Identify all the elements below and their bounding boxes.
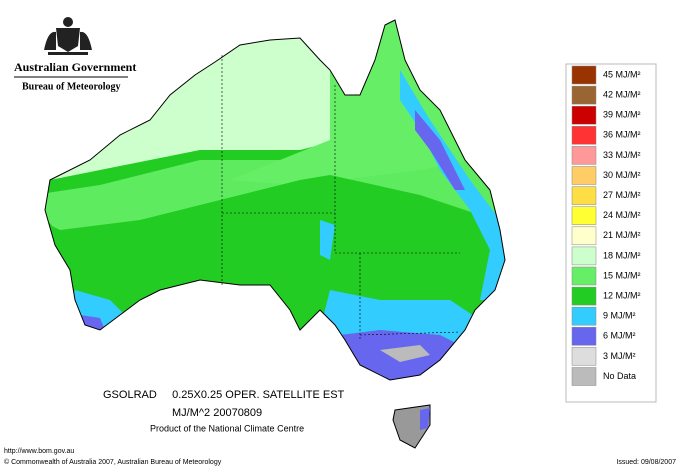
legend-label: 15 MJ/M² — [603, 270, 641, 280]
legend-swatch — [571, 186, 597, 205]
legend-swatch — [571, 85, 597, 105]
caption-line: GSOLRAD 0.25X0.25 OPER. SATELLITE EST — [103, 389, 345, 401]
state-borders — [221, 55, 461, 340]
legend-label: 45 MJ/M² — [603, 69, 641, 79]
coastline — [44, 19, 506, 381]
legend-label: 27 MJ/M² — [603, 190, 641, 200]
legend-label: 18 MJ/M² — [603, 250, 641, 260]
footer-copyright: © Commonwealth of Australia 2007, Austra… — [4, 458, 222, 466]
legend-swatch — [571, 206, 597, 225]
legend-swatch — [571, 327, 597, 346]
legend-label: 39 MJ/M² — [603, 110, 641, 120]
legend-swatch — [571, 246, 597, 266]
legend-label: 3 MJ/M² — [603, 351, 636, 361]
legend-label: No Data — [603, 371, 636, 381]
legend-swatch — [571, 266, 597, 286]
legend-swatch — [571, 166, 597, 185]
legend-swatch — [571, 226, 597, 246]
footer-url: http://www.bom.gov.au — [4, 448, 74, 455]
legend-swatch — [571, 347, 597, 366]
legend-swatch — [571, 126, 597, 145]
caption-line: MJ/M^2 20070809 — [172, 407, 262, 419]
caption-line: Product of the National Climate Centre — [150, 423, 304, 433]
legend-swatch — [571, 146, 597, 165]
legend-swatch — [571, 65, 597, 85]
legend-label: 12 MJ/M² — [603, 290, 641, 300]
header-subtitle: Bureau of Meteorology — [22, 81, 121, 92]
legend-label: 33 MJ/M² — [603, 150, 641, 160]
legend-swatch — [571, 367, 597, 386]
footer-issued: Issued: 09/08/2007 — [616, 459, 676, 466]
header-title: Australian Government — [14, 60, 136, 74]
legend-label: 21 MJ/M² — [603, 230, 641, 240]
legend-label: 30 MJ/M² — [603, 170, 641, 180]
legend-label: 24 MJ/M² — [603, 210, 641, 220]
legend-swatch — [571, 286, 597, 306]
legend-label: 36 MJ/M² — [603, 130, 641, 140]
legend-swatch — [571, 105, 597, 125]
legend-swatch — [571, 306, 597, 326]
legend-label: 9 MJ/M² — [603, 311, 636, 321]
crest — [44, 17, 92, 55]
tasmania — [392, 404, 431, 449]
legend: 45 MJ/M² 42 MJ/M² 39 MJ/M² 36 MJ/M² 33 MJ/M²… — [571, 65, 641, 386]
legend-label: 6 MJ/M² — [603, 331, 636, 341]
legend-label: 42 MJ/M² — [603, 89, 641, 99]
